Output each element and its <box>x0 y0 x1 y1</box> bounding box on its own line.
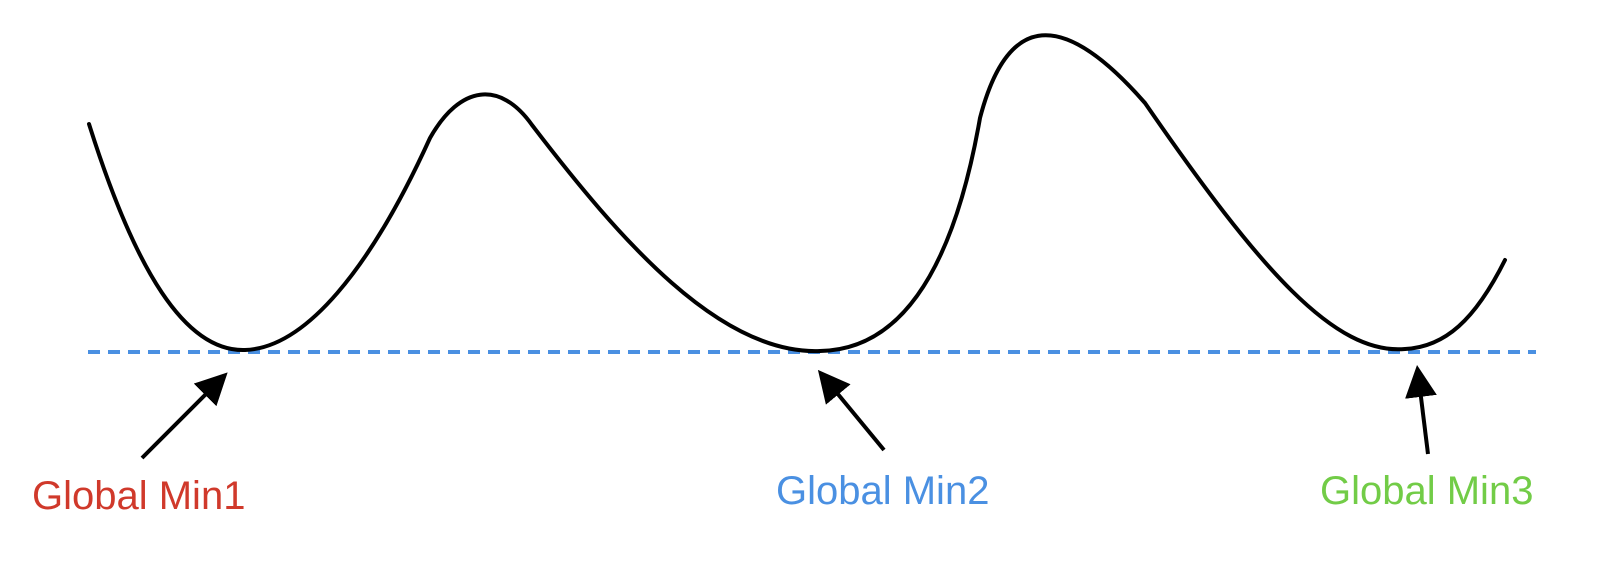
arrow-global-min3 <box>1405 365 1437 455</box>
global-min2-label: Global Min2 <box>776 469 990 513</box>
arrow-global-min1 <box>140 372 228 460</box>
loss-curve <box>87 33 1507 354</box>
arrow-global-min2 <box>817 369 886 452</box>
global-min3-label: Global Min3 <box>1320 469 1534 513</box>
global-min1-label: Global Min1 <box>32 474 246 518</box>
